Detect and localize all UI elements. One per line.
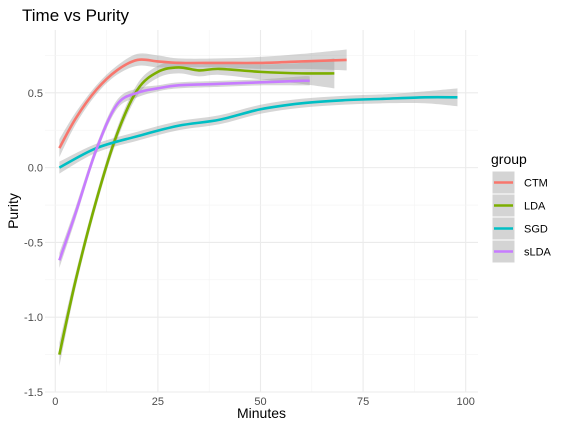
series-line-ctm: [58, 58, 347, 149]
x-axis: 0 25 50 75 100: [52, 396, 475, 408]
legend: group CTM LDA SGD sLDA: [491, 151, 552, 264]
y-tick-label: -1.5: [24, 387, 43, 399]
legend-label-lda: LDA: [524, 201, 546, 213]
grid: [45, 30, 478, 393]
y-tick-label: 0.0: [28, 163, 43, 175]
x-tick-label: 50: [254, 396, 266, 408]
series-line-lda: [58, 66, 335, 355]
chart-title: Time vs Purity: [22, 6, 130, 25]
legend-label-sgd: SGD: [524, 224, 548, 236]
x-tick-label: 100: [457, 396, 475, 408]
legend-label-ctm: CTM: [524, 178, 548, 190]
series-line-sgd: [58, 95, 458, 169]
y-axis: -1.5 -1.0 -0.5 0.0 0.5: [24, 88, 43, 399]
y-axis-title: Purity: [5, 193, 21, 229]
legend-title: group: [491, 151, 527, 167]
y-tick-label: -0.5: [24, 237, 43, 249]
y-tick-label: 0.5: [28, 88, 43, 100]
x-tick-label: 0: [52, 396, 58, 408]
x-axis-title: Minutes: [237, 405, 286, 421]
x-tick-label: 75: [357, 396, 369, 408]
y-tick-label: -1.0: [24, 312, 43, 324]
x-tick-label: 25: [152, 396, 164, 408]
series-line-slda: [58, 79, 310, 261]
series-lines: [58, 58, 458, 355]
legend-label-slda: sLDA: [524, 247, 552, 259]
